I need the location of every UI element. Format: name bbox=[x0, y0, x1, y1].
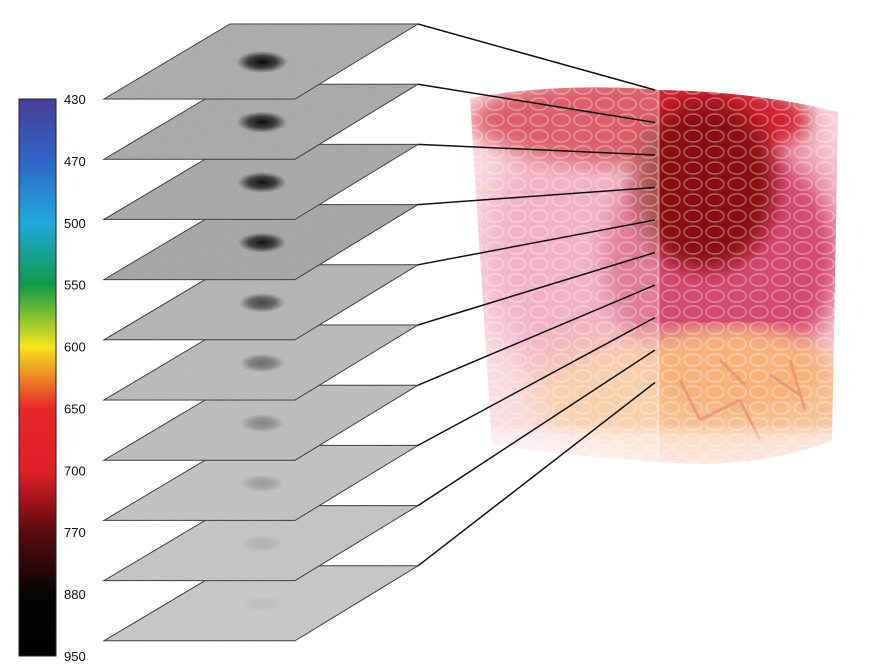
slice-lesion-spot bbox=[238, 293, 286, 313]
volume-rendering bbox=[460, 87, 850, 480]
image-slice-stack bbox=[102, 23, 420, 642]
slice-connector-line bbox=[417, 186, 656, 206]
slice-lesion-spot bbox=[241, 595, 283, 613]
colorbar-tick-label: 700 bbox=[64, 463, 86, 478]
colorbar-tick-label: 650 bbox=[64, 401, 86, 416]
colorbar-tick-label: 470 bbox=[64, 154, 86, 169]
colorbar-tick-label: 500 bbox=[64, 216, 86, 231]
colorbar-tick-label: 880 bbox=[64, 587, 86, 602]
slice-connector-line bbox=[417, 349, 656, 507]
slice-connector-line bbox=[417, 143, 656, 156]
slice-connector-line bbox=[417, 83, 656, 124]
colorbar-tick-label: 600 bbox=[64, 340, 86, 355]
volume-left-fade bbox=[470, 87, 660, 464]
slice-connector-line bbox=[417, 23, 656, 91]
colorbar-tick-label: 770 bbox=[64, 525, 86, 540]
slice-lesion-spot bbox=[237, 232, 287, 253]
slice-lesion-spot bbox=[236, 111, 288, 133]
slice-lesion-spot bbox=[240, 535, 284, 553]
slice-connector-line bbox=[417, 381, 656, 567]
slice-connector-line bbox=[417, 284, 656, 386]
slice-connector-line bbox=[417, 219, 656, 266]
wavelength-colorbar: 430 470 500 550 600 650 700 770 880 950 bbox=[18, 92, 86, 664]
slice-connector-line bbox=[417, 316, 656, 447]
colorbar-tick-labels: 430 470 500 550 600 650 700 770 880 950 bbox=[64, 92, 86, 664]
volume-vessels bbox=[678, 358, 807, 441]
colorbar-strip bbox=[18, 98, 57, 657]
colorbar-tick-label: 950 bbox=[64, 649, 86, 664]
connector-lines bbox=[417, 23, 656, 567]
slice-lesion-spot bbox=[237, 172, 287, 193]
slice-lesion-spot bbox=[239, 353, 285, 373]
slice-lesion-spot bbox=[240, 474, 284, 493]
colorbar-tick-label: 430 bbox=[64, 92, 86, 107]
volume-bottom-fade bbox=[460, 430, 850, 480]
slice-lesion-spot bbox=[239, 414, 285, 433]
slice-connector-line bbox=[417, 251, 656, 326]
colorbar-tick-label: 550 bbox=[64, 278, 86, 293]
slice-lesion-spot bbox=[236, 51, 288, 73]
